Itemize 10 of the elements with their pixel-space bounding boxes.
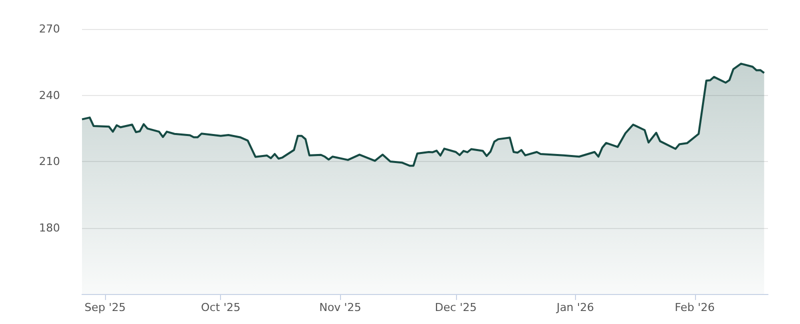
x-tick-label: Oct '25 xyxy=(200,301,241,314)
x-tick-label: Dec '25 xyxy=(434,301,477,314)
x-tick-label: Jan '26 xyxy=(556,301,594,314)
y-tick-label: 180 xyxy=(39,221,60,234)
x-tick-label: Nov '25 xyxy=(319,301,362,314)
y-tick-label: 210 xyxy=(39,155,60,168)
x-tick-label: Sep '25 xyxy=(84,301,126,314)
y-tick-label: 240 xyxy=(39,88,60,102)
x-tick-label: Feb '26 xyxy=(674,301,715,314)
y-tick-label: 270 xyxy=(39,22,60,36)
